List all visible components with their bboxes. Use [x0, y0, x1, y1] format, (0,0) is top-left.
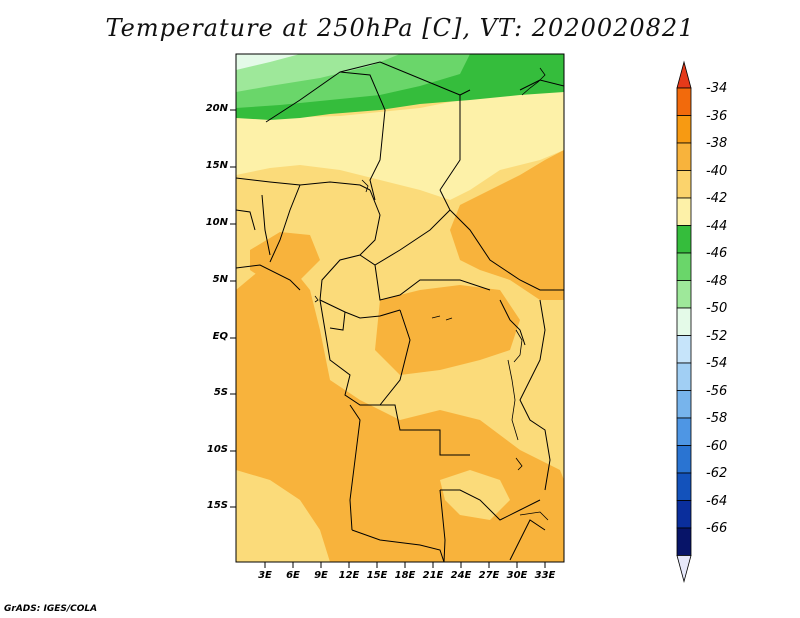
colorbar-swatch: [676, 500, 692, 529]
colorbar-swatch: [676, 87, 692, 116]
colorbar-swatch: [676, 142, 692, 171]
colorbar-top-arrow: [676, 60, 692, 89]
lon-label-33e: 33E: [534, 570, 556, 581]
lat-label-10n: 10N: [205, 217, 228, 228]
colorbar-label-m56: -56: [706, 384, 728, 399]
lat-label-15s: 15S: [206, 500, 228, 511]
colorbar-swatch: [676, 170, 692, 199]
colorbar-label-m36: -36: [706, 109, 728, 124]
pale-southwest-region: [236, 470, 330, 562]
lon-label-12e: 12E: [338, 570, 360, 581]
colorbar-label-m46: -46: [706, 246, 728, 261]
lon-label-24e: 24E: [450, 570, 472, 581]
orange-east-region: [450, 150, 564, 300]
lat-label-20n: 20N: [205, 103, 228, 114]
grads-credit: GrADS: IGES/COLA: [4, 604, 98, 614]
colorbar-label-m52: -52: [706, 329, 728, 344]
colorbar-label-m66: -66: [706, 521, 728, 536]
map-frame: [235, 53, 565, 563]
pale-south-tongue: [440, 470, 510, 520]
colorbar-swatch: [676, 362, 692, 391]
colorbar-label-m40: -40: [706, 164, 728, 179]
lat-label-15n: 15N: [205, 160, 228, 171]
colorbar-label-m58: -58: [706, 411, 728, 426]
lon-ticks: [264, 562, 546, 568]
colorbar-label-m38: -38: [706, 136, 728, 151]
colorbar-bottom-arrow: [676, 555, 692, 584]
lon-label-3e: 3E: [258, 570, 272, 581]
colorbar-swatch: [676, 417, 692, 446]
colorbar-swatch: [676, 445, 692, 474]
orange-center-region: [375, 285, 520, 375]
lat-label-eq: EQ: [212, 331, 228, 342]
pale-yellow-region: [236, 80, 564, 200]
colorbar: [676, 60, 692, 584]
colorbar-label-m42: -42: [706, 191, 728, 206]
lat-ticks: [230, 109, 236, 508]
colorbar-swatch: [676, 390, 692, 419]
colorbar-swatch: [676, 280, 692, 309]
colorbar-swatch: [676, 527, 692, 556]
colorbar-label-m44: -44: [706, 219, 728, 234]
lon-label-27e: 27E: [478, 570, 500, 581]
lat-label-10s: 10S: [206, 444, 228, 455]
lon-label-18e: 18E: [394, 570, 416, 581]
map-title: Temperature at 250hPa [C], VT: 202002082…: [105, 14, 695, 42]
colorbar-swatch: [676, 252, 692, 281]
green-light-region: [236, 54, 400, 92]
lon-label-15e: 15E: [366, 570, 388, 581]
colorbar-swatch: [676, 197, 692, 226]
lakes-detail: [314, 67, 549, 521]
lon-label-21e: 21E: [422, 570, 444, 581]
lon-label-6e: 6E: [286, 570, 300, 581]
lon-label-9e: 9E: [314, 570, 328, 581]
colorbar-label-m50: -50: [706, 301, 728, 316]
colorbar-label-m54: -54: [706, 356, 728, 371]
colorbar-swatch: [676, 472, 692, 501]
colorbar-label-m64: -64: [706, 494, 728, 509]
colorbar-label-m48: -48: [706, 274, 728, 289]
colorbar-swatch: [676, 307, 692, 336]
lon-label-30e: 30E: [506, 570, 528, 581]
colorbar-label-m34: -34: [706, 81, 728, 96]
colorbar-label-m60: -60: [706, 439, 728, 454]
very-light-region: [236, 54, 300, 70]
colorbar-swatch: [676, 115, 692, 144]
lat-label-5n: 5N: [212, 274, 228, 285]
lat-label-5s: 5S: [213, 387, 228, 398]
colorbar-swatch: [676, 335, 692, 364]
colorbar-label-m62: -62: [706, 466, 728, 481]
colorbar-swatch: [676, 225, 692, 254]
